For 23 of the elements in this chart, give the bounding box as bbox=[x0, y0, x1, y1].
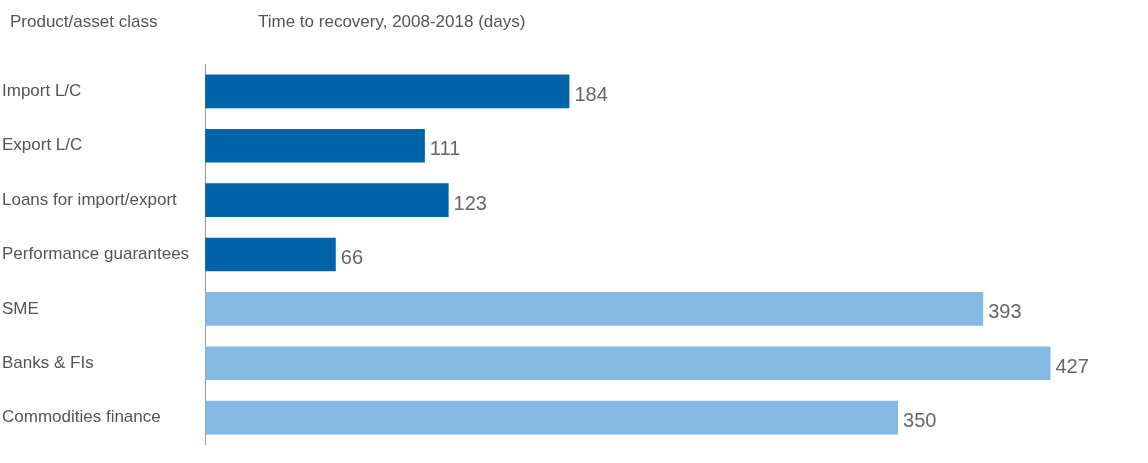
y-tick-label: Loans for import/export bbox=[2, 189, 178, 209]
bar bbox=[205, 346, 1051, 381]
bar bbox=[205, 183, 449, 217]
y-axis-title: Product/asset class bbox=[10, 12, 158, 32]
y-tick-label: Banks & FIs bbox=[2, 352, 94, 372]
bar bbox=[205, 292, 984, 326]
data-label: 66 bbox=[340, 246, 364, 269]
bar bbox=[205, 400, 899, 435]
y-tick-label: Performance guarantees bbox=[2, 244, 190, 264]
data-label: 184 bbox=[574, 82, 608, 105]
bar bbox=[205, 237, 336, 272]
y-tick-label: Import L/C bbox=[2, 81, 82, 101]
y-tick-label: Export L/C bbox=[2, 135, 83, 155]
data-label: 111 bbox=[429, 137, 461, 160]
data-label: 393 bbox=[988, 300, 1022, 323]
bar bbox=[205, 74, 570, 109]
data-label: 350 bbox=[903, 409, 937, 432]
y-tick-label: SME bbox=[2, 298, 39, 318]
bar bbox=[205, 128, 425, 163]
data-label: 123 bbox=[453, 191, 487, 214]
data-label: 427 bbox=[1055, 354, 1089, 377]
y-tick-label: Commodities finance bbox=[2, 407, 161, 427]
x-axis-title: Time to recovery, 2008-2018 (days) bbox=[258, 12, 526, 32]
